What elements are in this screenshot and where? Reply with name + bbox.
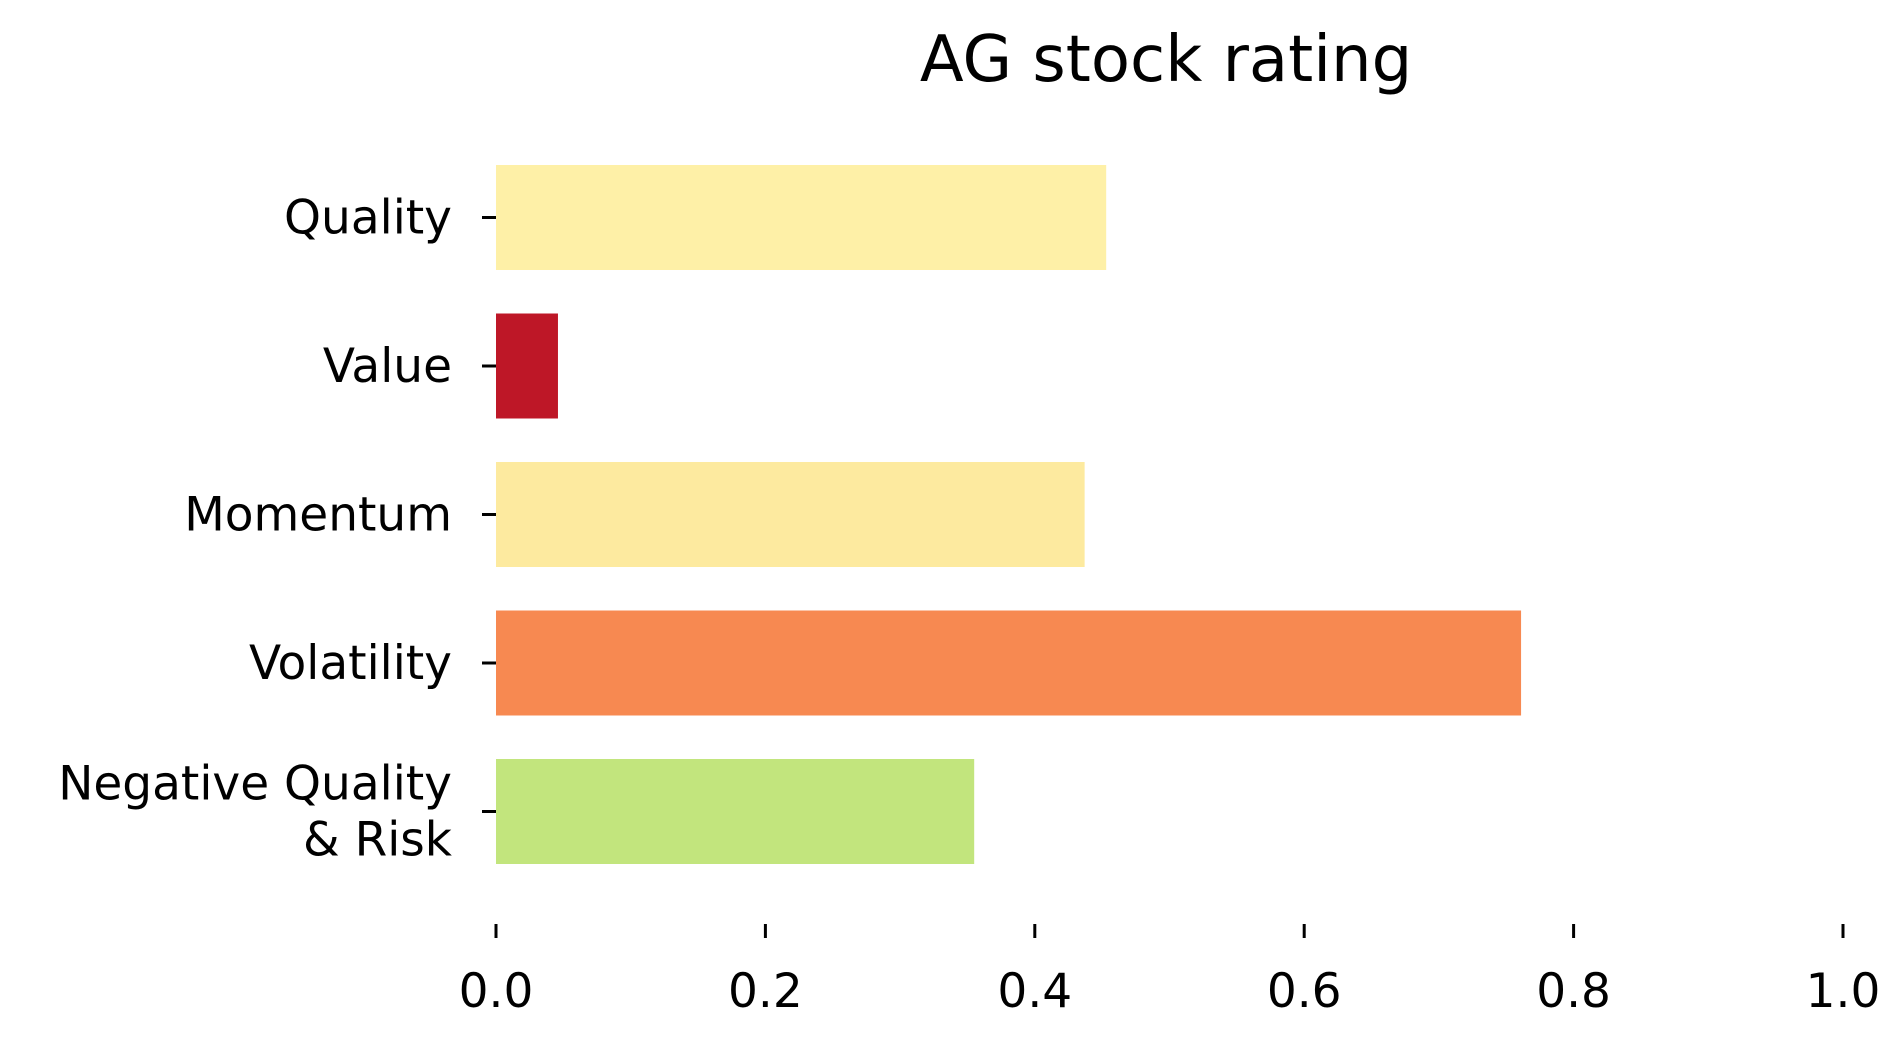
bar-group: [496, 165, 1522, 864]
x-tick-label-1: 0.2: [728, 964, 803, 1019]
x-tick-label-3: 0.6: [1267, 964, 1342, 1019]
y-tick-label-2: Momentum: [184, 488, 452, 543]
y-tick-label-3: Volatility: [249, 636, 452, 691]
bar-3: [496, 610, 1522, 716]
chart-title: AG stock rating: [920, 23, 1412, 97]
x-tick-label-2: 0.4: [997, 964, 1072, 1019]
x-tick-label-4: 0.8: [1536, 964, 1611, 1019]
bar-2: [496, 462, 1085, 567]
x-tick-label-0: 0.0: [459, 964, 534, 1019]
x-tick-label-5: 1.0: [1806, 964, 1881, 1019]
y-tick-label-4: Negative Quality & Risk: [58, 757, 453, 868]
bar-1: [496, 313, 558, 419]
bar-0: [496, 165, 1107, 270]
x-axis: 0.0 0.2 0.4 0.6 0.8 1.0: [459, 924, 1881, 1019]
bar-4: [496, 759, 975, 864]
y-tick-label-0: Quality: [284, 191, 452, 246]
y-tick-label-1: Value: [323, 339, 452, 394]
y-axis: Quality Value Momentum Volatility Negative Q…: [58, 191, 496, 868]
